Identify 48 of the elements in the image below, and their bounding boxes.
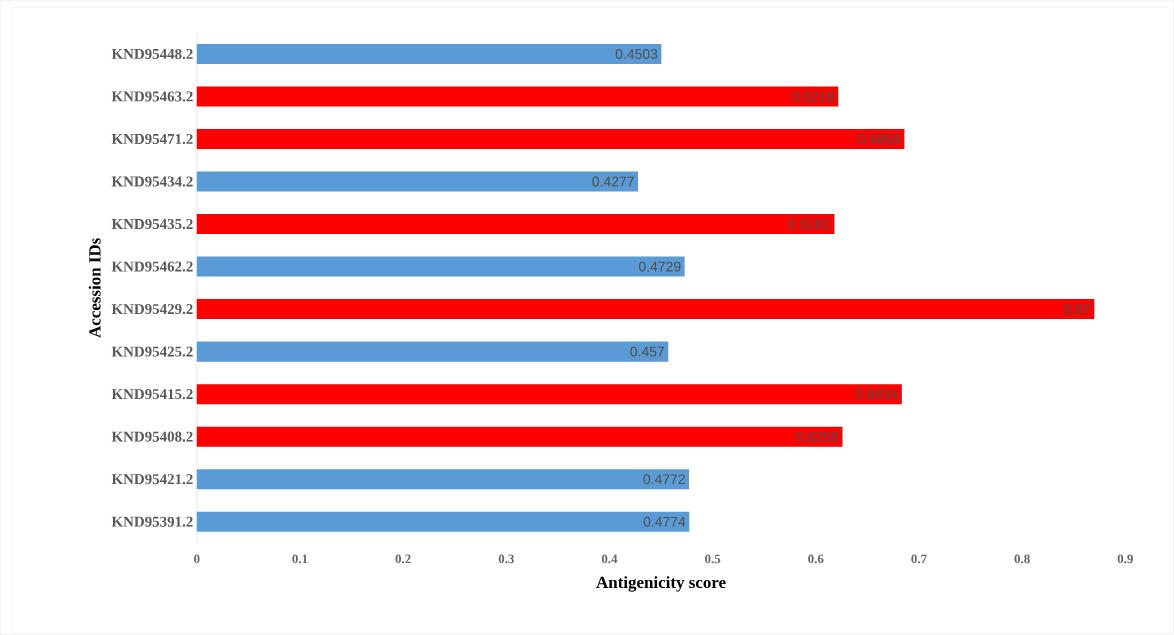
x-tick-label: 0.3 [498,554,514,564]
y-tick-label: KND95408.2 [111,431,193,442]
data-label: 0.4774 [643,516,686,527]
bar [196,299,1095,320]
y-tick-label: KND95434.2 [111,176,193,187]
x-tick-label: 0.9 [1117,554,1133,564]
x-tick-label: 0.6 [808,554,824,564]
bar [196,171,639,192]
bar [196,214,835,235]
y-tick-label: KND95415.2 [111,389,193,400]
data-label: 0.4503 [615,49,658,60]
data-label: 0.6834 [856,389,898,400]
data-label: 0.4729 [639,261,681,272]
data-label: 0.87 [1064,304,1091,315]
y-tick-label: KND95448.2 [111,49,193,60]
data-label: 0.4772 [643,474,685,485]
bar [196,341,669,362]
y-tick-label: KND95421.2 [111,474,193,485]
data-label: 0.6218 [792,91,835,102]
x-tick-label: 0.8 [1014,554,1030,564]
y-tick-label: KND95425.2 [111,346,193,357]
y-tick-label: KND95462.2 [111,261,193,272]
bar [196,86,839,107]
bar [196,384,902,405]
bar [196,129,905,150]
x-tick-label: 0.2 [395,554,411,564]
y-tick-label: KND95463.2 [111,91,193,102]
x-axis-title: Antigenicity score [596,576,726,592]
x-tick-label: 0 [194,554,200,564]
bar [196,511,690,532]
bar [196,469,690,490]
data-label: 0.6859 [858,134,901,145]
y-axis-title: Accession IDs [88,238,101,338]
bar [196,256,685,277]
y-tick-label: KND95429.2 [111,304,193,315]
data-label: 0.6181 [788,219,831,230]
y-tick-label: KND95435.2 [111,219,193,230]
x-tick-label: 0.1 [292,554,308,564]
x-tick-label: 0.5 [705,554,721,564]
data-label: 0.6259 [796,431,839,442]
x-tick-label: 0.7 [911,554,927,564]
y-tick-label: KND95391.2 [111,516,193,527]
x-tick-label: 0.4 [601,554,618,564]
data-label: 0.4277 [592,176,634,187]
data-label: 0.457 [630,346,665,357]
bar [196,44,662,65]
y-tick-label: KND95471.2 [111,134,193,145]
bar [196,426,843,447]
